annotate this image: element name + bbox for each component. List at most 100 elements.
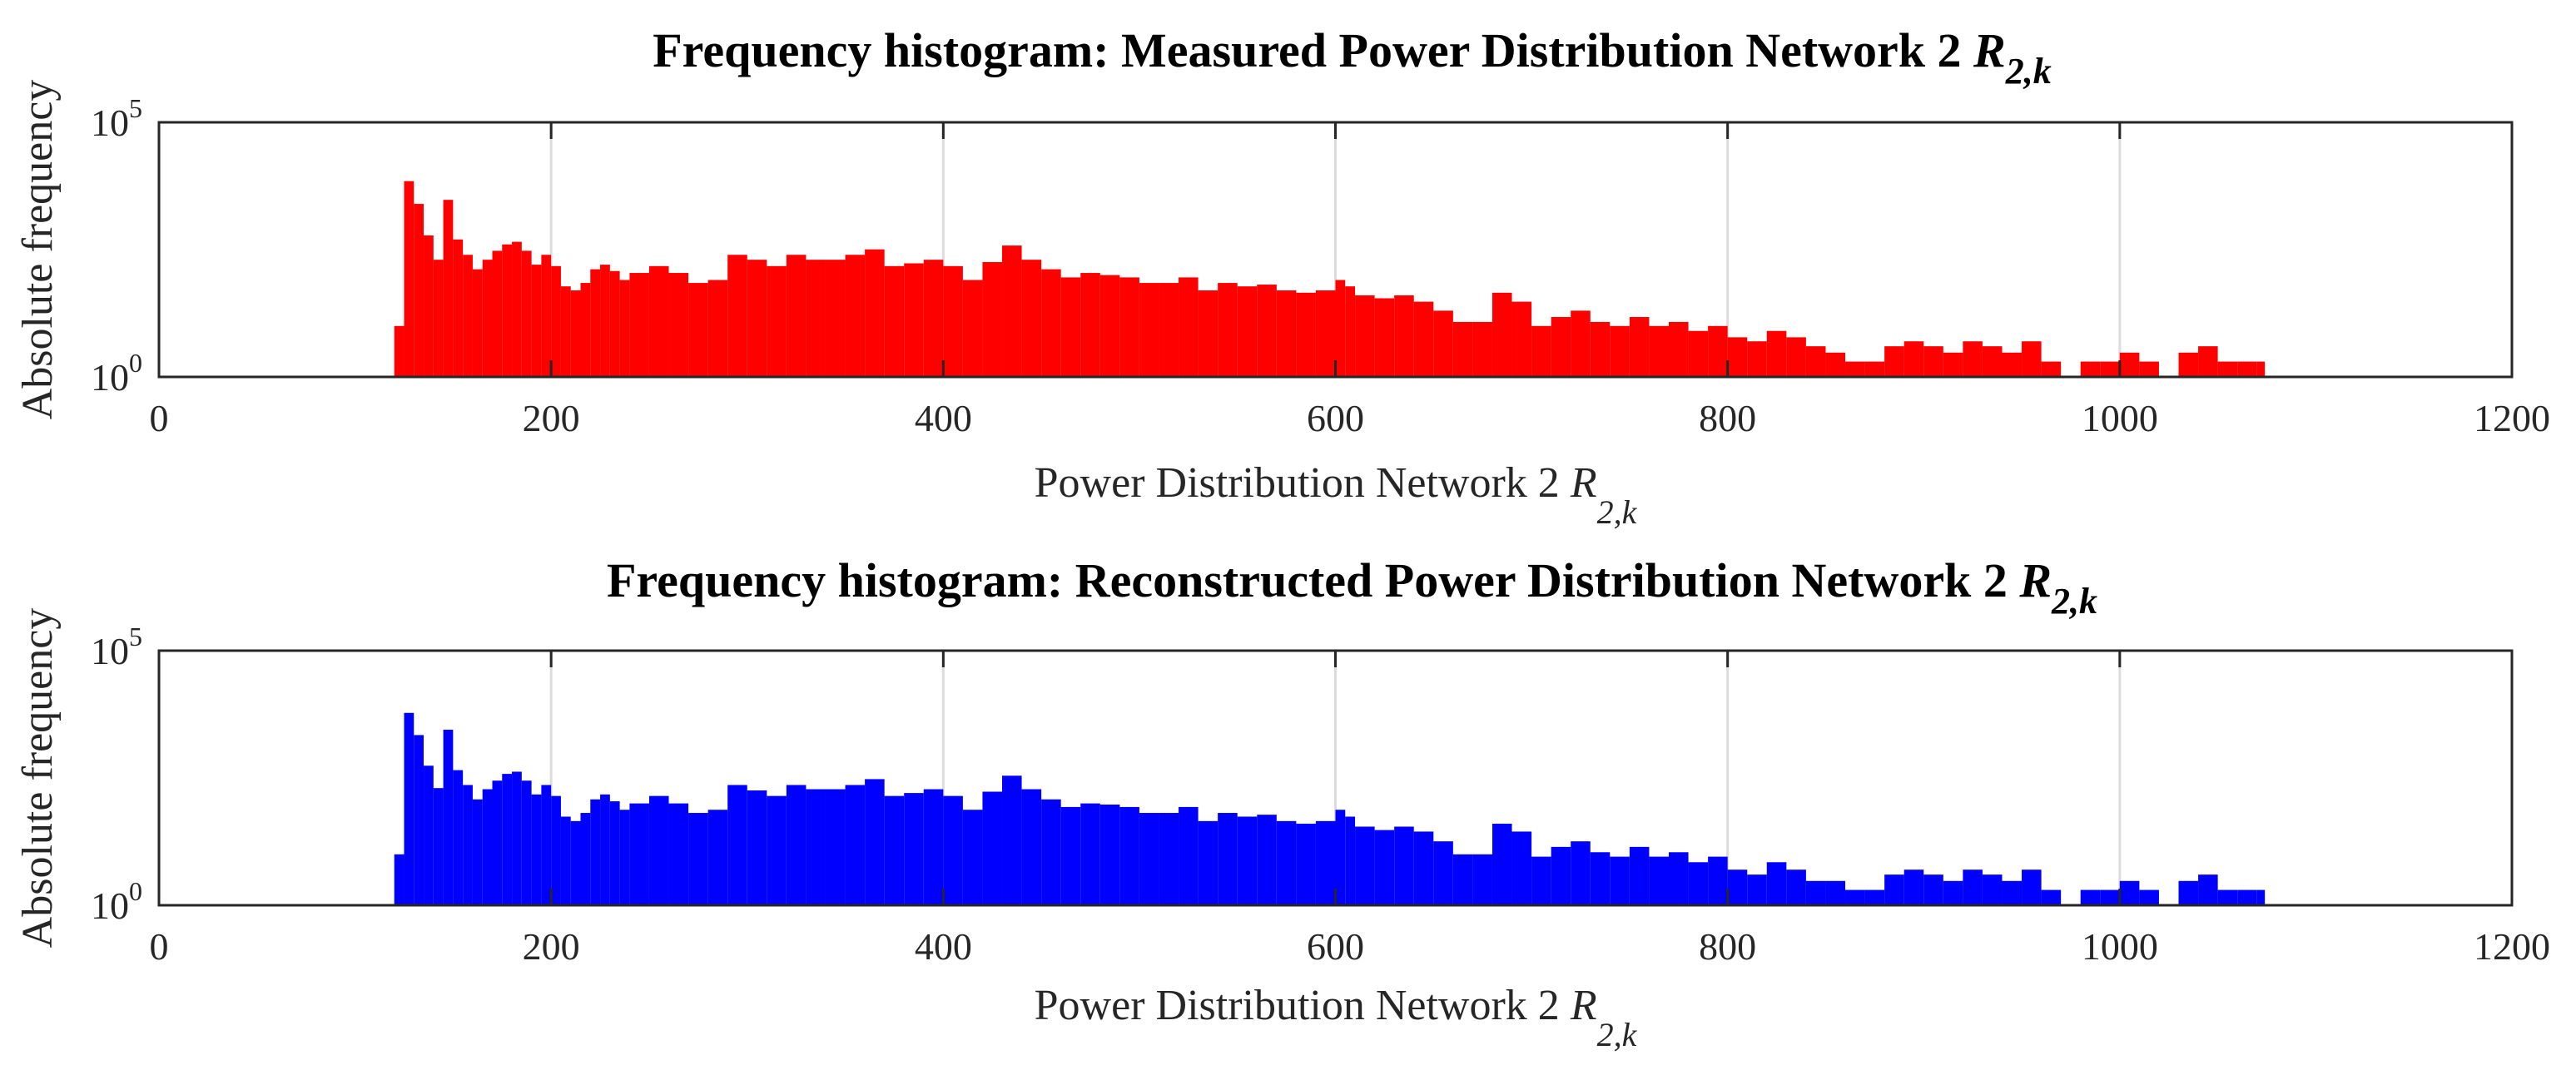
histogram-bar [1041, 269, 1061, 377]
histogram-bar [1394, 826, 1414, 905]
histogram-bar [1237, 286, 1258, 377]
x-axis-label-subscript: 2,k [1597, 1016, 1638, 1053]
histogram-bar [1041, 799, 1061, 905]
histogram-bar [806, 260, 826, 377]
histogram-bar [443, 200, 454, 377]
histogram-bar [1296, 292, 1316, 377]
y-axis-label: Absolute frequency [14, 608, 62, 949]
histogram-bar [443, 730, 454, 905]
histogram-bar [1766, 330, 1787, 377]
y-tick-base: 10 [91, 102, 129, 144]
histogram-bar [482, 260, 493, 377]
histogram-bar [884, 795, 905, 905]
histogram-bar [2217, 361, 2238, 377]
histogram-bar [1845, 889, 1865, 905]
histogram-bar [394, 325, 405, 377]
histogram-bar [1668, 852, 1689, 905]
x-tick-label: 200 [523, 925, 580, 968]
chart-title-symbol: R [2018, 553, 2052, 607]
histogram-bar [580, 283, 591, 377]
histogram-bar [1119, 277, 1139, 377]
histogram-bar [1571, 841, 1591, 905]
histogram-bar [688, 813, 708, 905]
histogram-bar [1355, 826, 1375, 905]
x-axis-label-text: Power Distribution Network 2 [1035, 982, 1560, 1029]
histogram-bar [1845, 361, 1865, 377]
histogram-bar [463, 785, 473, 905]
histogram-bar [1727, 337, 1748, 377]
x-tick-label: 1000 [2082, 925, 2158, 968]
histogram-bar [463, 255, 473, 377]
histogram-bar [2002, 880, 2023, 905]
histogram-bar [433, 260, 444, 377]
x-tick-label: 800 [1699, 925, 1756, 968]
histogram-bar [1649, 856, 1669, 905]
x-tick-label: 400 [915, 925, 972, 968]
chart-title-subscript: 2,k [2051, 581, 2097, 622]
x-axis-label-text: Power Distribution Network 2 [1035, 459, 1560, 507]
histogram-bar [482, 789, 493, 905]
histogram-bar [1825, 352, 1846, 377]
histogram-bar [648, 265, 669, 377]
histogram-bar [1511, 831, 1532, 905]
histogram-bar [502, 244, 513, 377]
histogram-bar [2080, 361, 2101, 377]
histogram-bar [2100, 361, 2120, 377]
histogram-bar [1571, 310, 1591, 377]
histogram-bar [1923, 874, 1943, 905]
histogram-bar [1610, 856, 1630, 905]
histogram-bar [1257, 815, 1277, 905]
histogram-bar [747, 260, 767, 377]
histogram-bar [609, 270, 620, 377]
histogram-bar [1747, 341, 1767, 377]
histogram-bar [1629, 317, 1650, 377]
histogram-bar [1198, 290, 1219, 377]
histogram-bar [688, 283, 708, 377]
histogram-bar [1766, 862, 1787, 905]
histogram-bar [1374, 830, 1395, 905]
histogram-bar [1629, 846, 1650, 905]
chart-title-text: Frequency histogram: Reconstructed Power… [607, 553, 2008, 607]
histogram-bar [1276, 820, 1297, 905]
histogram-bar [845, 255, 866, 377]
histogram-bar [1708, 325, 1728, 377]
histogram-bar [580, 813, 591, 905]
histogram-bar [747, 790, 767, 905]
histogram-bar [1864, 889, 1885, 905]
histogram-bar [1590, 852, 1611, 905]
histogram-bar [2022, 341, 2042, 377]
y-tick-exponent: 5 [129, 93, 142, 123]
histogram-bar [2041, 889, 2062, 905]
histogram-bar [1610, 325, 1630, 377]
histogram-bar [1491, 823, 1512, 905]
histogram-bar [2119, 352, 2140, 377]
histogram-bar [806, 789, 826, 905]
x-tick-label: 800 [1699, 397, 1756, 439]
histogram-bar [1159, 283, 1179, 377]
histogram-bar [531, 794, 542, 905]
histogram-bar [560, 286, 571, 377]
histogram-bar [551, 265, 561, 377]
histogram-bar [1452, 321, 1473, 377]
histogram-bar [619, 280, 630, 377]
y-tick-label: 105 [91, 93, 142, 144]
histogram-bar [2198, 874, 2218, 905]
histogram-bar [521, 250, 532, 377]
histogram-bar [1237, 816, 1258, 905]
histogram-bar [943, 795, 963, 905]
histogram-bar [1374, 298, 1395, 377]
histogram-bar [1786, 337, 1806, 377]
histogram-bar [1472, 854, 1492, 905]
y-tick-label: 100 [91, 876, 142, 927]
histogram-bar [1943, 352, 1963, 377]
histogram-bar [1963, 341, 1983, 377]
histogram-bar [404, 712, 414, 905]
histogram-bar [982, 791, 1003, 905]
histogram-bar [2198, 346, 2218, 377]
histogram-bar [629, 273, 649, 377]
histogram-bar [1021, 789, 1042, 905]
histogram-bar [2237, 361, 2257, 377]
histogram-bar [1903, 869, 1924, 905]
histogram-bar [2217, 889, 2238, 905]
